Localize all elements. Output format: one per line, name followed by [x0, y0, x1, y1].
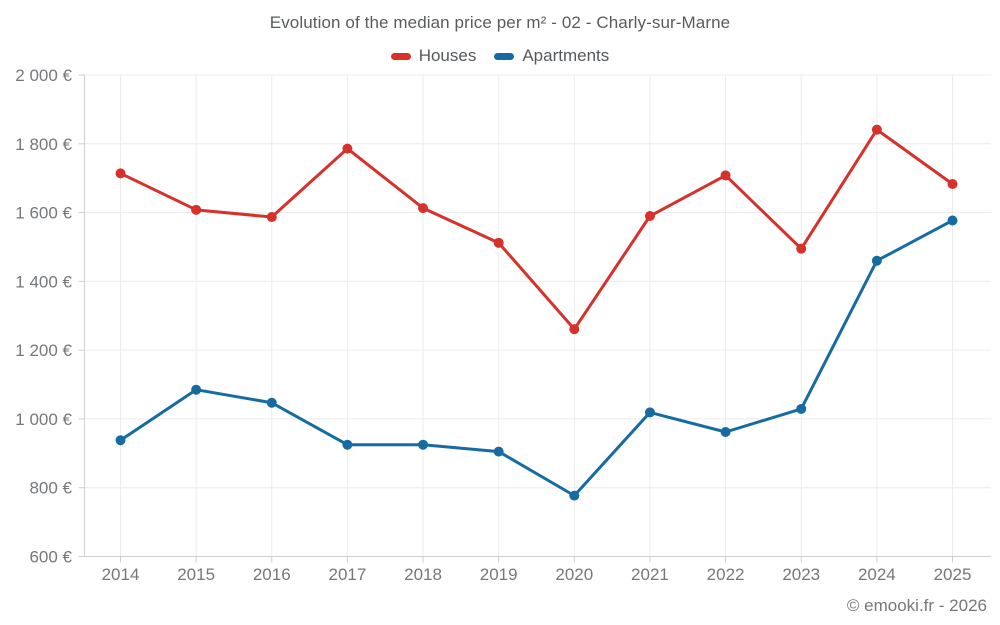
x-axis-label: 2024 [858, 565, 896, 584]
data-point-apartments-2018[interactable] [418, 439, 429, 450]
data-point-houses-2016[interactable] [266, 212, 277, 223]
x-axis-label: 2017 [328, 565, 366, 584]
legend-item-houses[interactable]: Houses [390, 46, 477, 66]
x-axis-label: 2025 [934, 565, 972, 584]
y-axis-label: 1 200 € [15, 341, 72, 360]
legend-label-houses: Houses [418, 46, 477, 65]
houses-series-swatch-icon [390, 52, 411, 60]
x-axis-label: 2023 [782, 565, 820, 584]
data-point-houses-2024[interactable] [871, 124, 882, 135]
x-axis-label: 2022 [707, 565, 745, 584]
apartments-line [119, 218, 954, 498]
y-axis-label: 800 € [29, 479, 72, 498]
data-point-apartments-2025[interactable] [947, 215, 958, 226]
data-point-houses-2025[interactable] [947, 179, 958, 190]
data-point-apartments-2016[interactable] [266, 397, 277, 408]
data-point-houses-2019[interactable] [493, 237, 504, 248]
legend-item-apartments[interactable]: Apartments [494, 46, 609, 66]
data-point-apartments-2022[interactable] [720, 426, 731, 437]
data-point-houses-2015[interactable] [191, 204, 202, 215]
data-point-apartments-2015[interactable] [191, 384, 202, 395]
copyright-text: © emooki.fr - 2026 [846, 596, 987, 615]
houses-line [119, 128, 954, 331]
chart-title: Evolution of the median price per m² - 0… [269, 13, 731, 32]
x-axis-label: 2018 [404, 565, 442, 584]
data-point-apartments-2017[interactable] [342, 439, 353, 450]
apartments-series-swatch-icon [494, 52, 515, 60]
y-axis-label: 600 € [29, 548, 72, 567]
x-axis-label: 2020 [555, 565, 593, 584]
data-point-houses-2018[interactable] [418, 203, 429, 214]
data-point-apartments-2024[interactable] [871, 255, 882, 266]
data-point-apartments-2023[interactable] [796, 403, 807, 414]
data-point-houses-2023[interactable] [796, 243, 807, 254]
x-axis-label: 2016 [253, 565, 291, 584]
y-axis-label: 1 600 € [15, 204, 72, 223]
data-point-houses-2014[interactable] [115, 168, 126, 179]
data-point-houses-2022[interactable] [720, 170, 731, 181]
data-point-houses-2017[interactable] [342, 143, 353, 154]
x-axis-label: 2014 [102, 565, 140, 584]
data-point-houses-2020[interactable] [569, 324, 580, 335]
y-axis-label: 1 400 € [15, 272, 72, 291]
y-axis-label: 2 000 € [15, 66, 72, 85]
x-axis-label: 2015 [177, 565, 215, 584]
data-point-apartments-2019[interactable] [493, 446, 504, 457]
legend-label-apartments: Apartments [522, 46, 610, 65]
x-axis-label: 2021 [631, 565, 669, 584]
x-axis-label: 2019 [480, 565, 518, 584]
data-point-apartments-2021[interactable] [644, 407, 655, 418]
data-point-houses-2021[interactable] [644, 211, 655, 222]
data-point-apartments-2020[interactable] [569, 490, 580, 501]
data-point-apartments-2014[interactable] [115, 435, 126, 446]
y-axis-label: 1 800 € [15, 135, 72, 154]
y-axis-label: 1 000 € [15, 410, 72, 429]
chart-legend: Houses Apartments [0, 46, 1000, 66]
